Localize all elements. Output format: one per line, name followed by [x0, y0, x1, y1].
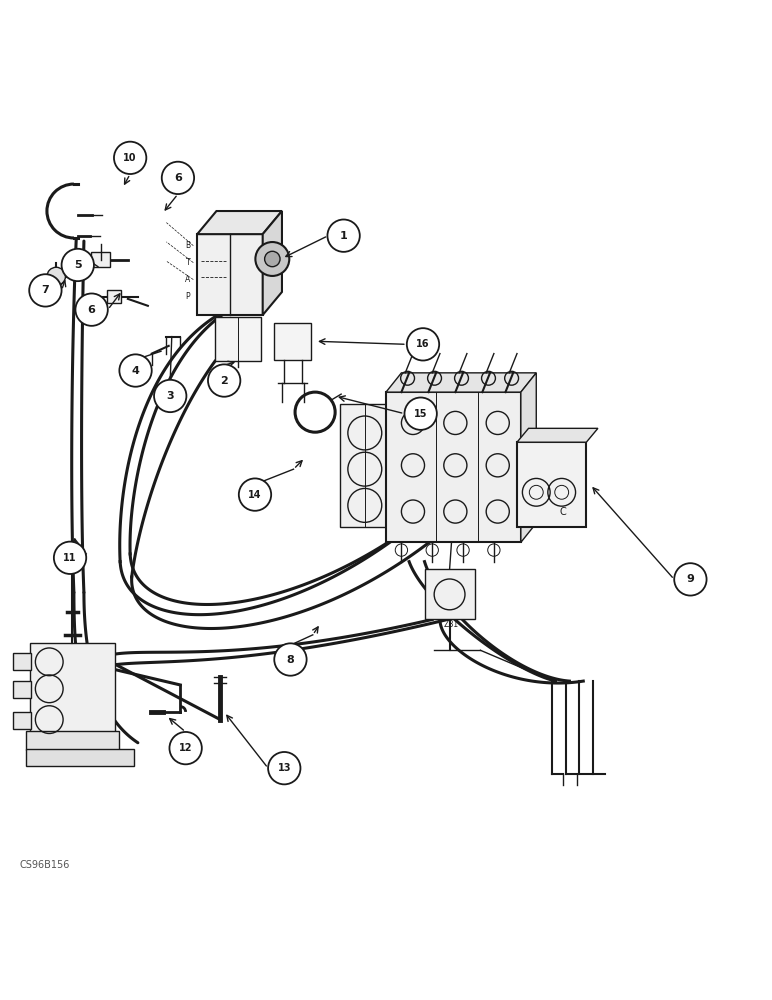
Text: 6: 6 [174, 173, 182, 183]
Circle shape [239, 478, 271, 511]
Text: P: P [185, 292, 190, 301]
Circle shape [76, 293, 108, 326]
Text: 16: 16 [416, 339, 430, 349]
Text: ZB1: ZB1 [443, 620, 459, 629]
Circle shape [54, 542, 86, 574]
Circle shape [120, 354, 152, 387]
Text: 3: 3 [167, 391, 174, 401]
Circle shape [47, 267, 66, 286]
Circle shape [29, 274, 62, 307]
FancyBboxPatch shape [340, 404, 390, 527]
Text: 12: 12 [179, 743, 192, 753]
Circle shape [170, 732, 201, 764]
FancyBboxPatch shape [26, 731, 119, 750]
Text: A: A [185, 275, 191, 284]
Circle shape [154, 380, 186, 412]
Polygon shape [262, 211, 282, 315]
Circle shape [62, 249, 94, 281]
FancyBboxPatch shape [13, 653, 31, 670]
Text: 10: 10 [124, 153, 137, 163]
Circle shape [265, 251, 280, 267]
Text: 4: 4 [131, 366, 140, 376]
Text: T: T [185, 258, 190, 267]
FancyBboxPatch shape [13, 681, 31, 698]
Text: 5: 5 [74, 260, 82, 270]
Text: 2: 2 [220, 376, 228, 386]
Text: B: B [185, 241, 191, 250]
FancyBboxPatch shape [197, 234, 262, 315]
FancyBboxPatch shape [274, 323, 311, 360]
Circle shape [162, 162, 194, 194]
Polygon shape [386, 373, 537, 392]
Polygon shape [517, 428, 598, 442]
Text: 6: 6 [88, 305, 96, 315]
FancyBboxPatch shape [425, 569, 475, 619]
FancyBboxPatch shape [517, 442, 587, 527]
Text: 8: 8 [286, 655, 294, 665]
Text: C: C [560, 507, 566, 517]
Circle shape [327, 219, 360, 252]
Circle shape [407, 328, 439, 361]
Polygon shape [197, 211, 282, 234]
Text: 7: 7 [42, 285, 49, 295]
Circle shape [208, 364, 240, 397]
FancyBboxPatch shape [215, 317, 261, 361]
Circle shape [114, 142, 147, 174]
FancyBboxPatch shape [26, 749, 134, 766]
Text: 9: 9 [686, 574, 694, 584]
FancyBboxPatch shape [30, 643, 115, 735]
Circle shape [405, 398, 437, 430]
Text: 13: 13 [277, 763, 291, 773]
Circle shape [274, 643, 306, 676]
Circle shape [674, 563, 706, 596]
Text: 11: 11 [63, 553, 76, 563]
FancyBboxPatch shape [386, 392, 521, 542]
FancyBboxPatch shape [107, 290, 121, 303]
FancyBboxPatch shape [13, 712, 31, 729]
FancyBboxPatch shape [91, 252, 110, 267]
Text: 1: 1 [340, 231, 347, 241]
Circle shape [268, 752, 300, 784]
Text: 14: 14 [249, 490, 262, 500]
Polygon shape [521, 373, 537, 542]
Text: CS96B156: CS96B156 [20, 860, 70, 870]
Circle shape [256, 242, 290, 276]
Text: 15: 15 [414, 409, 428, 419]
